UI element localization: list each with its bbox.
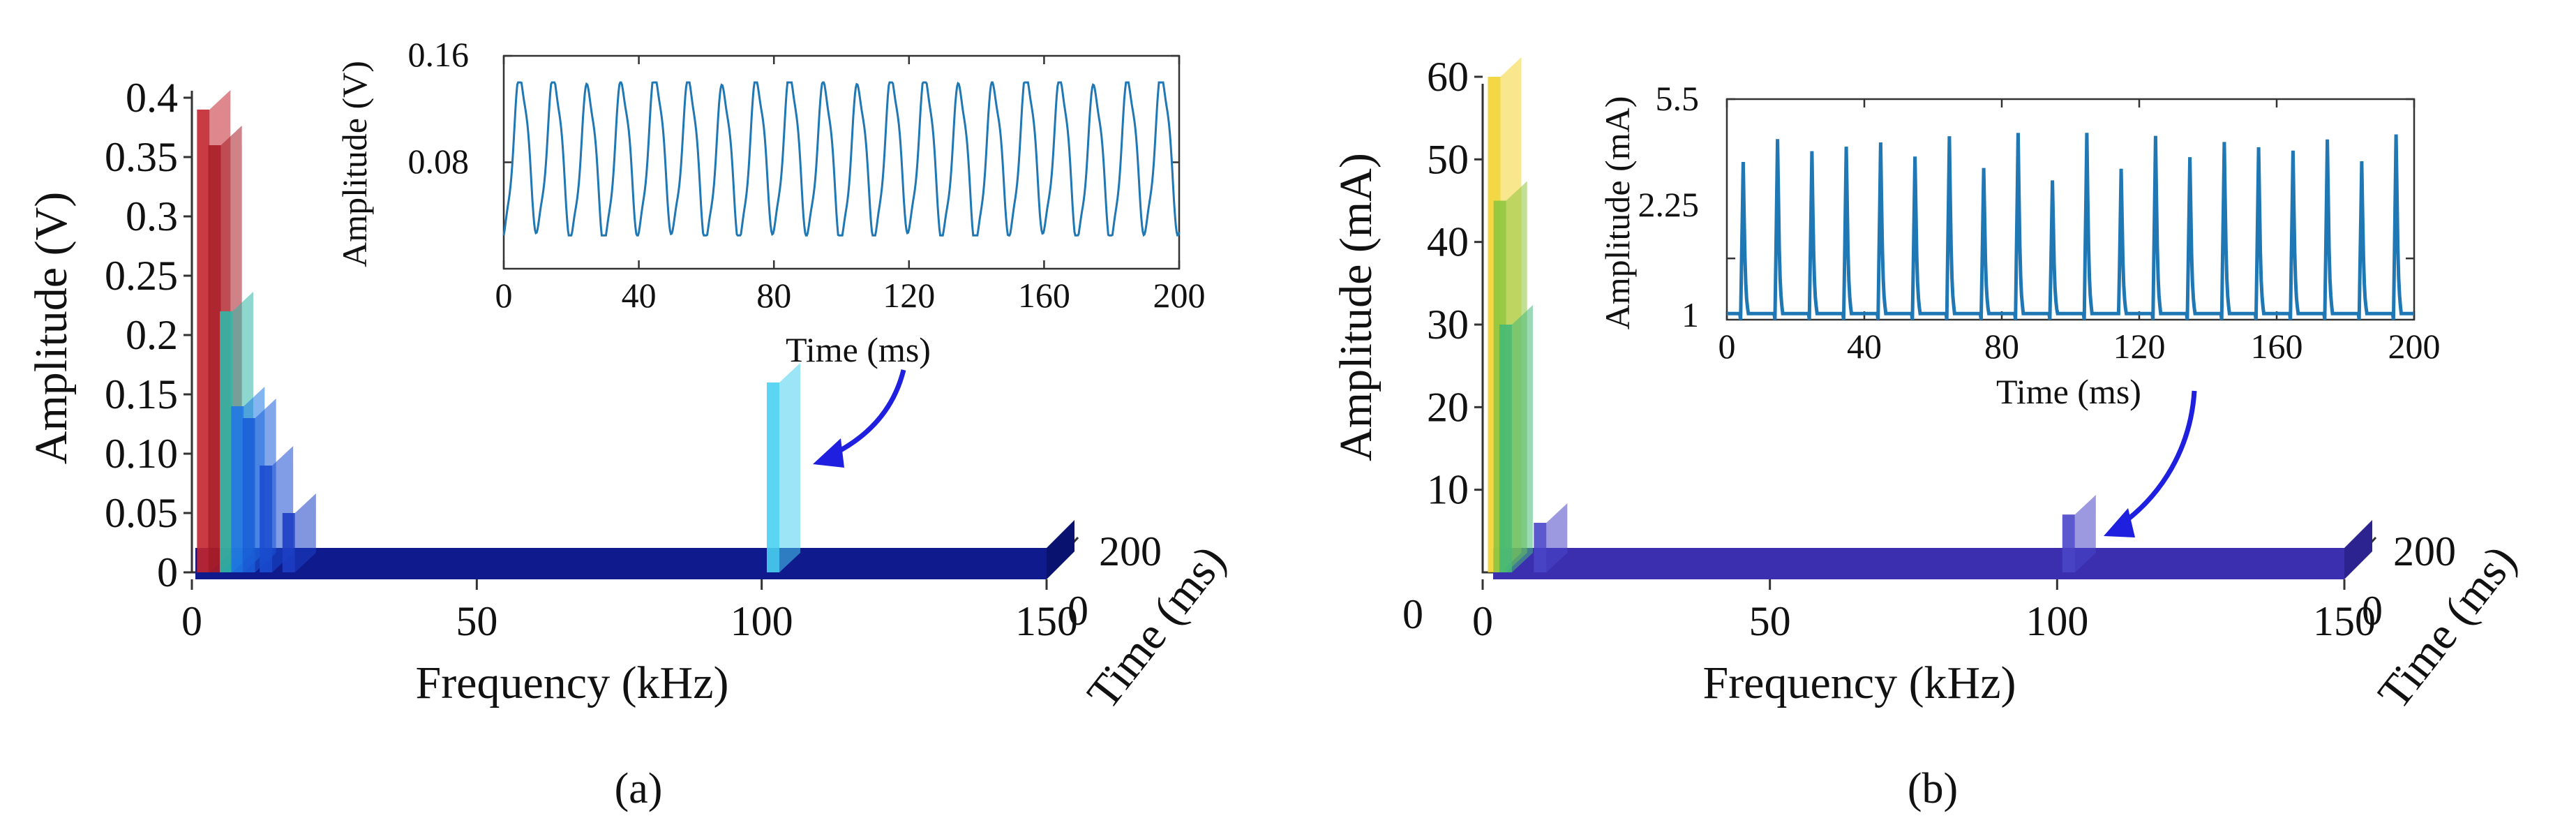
a-main-peak-7 xyxy=(767,382,779,572)
a-main-floor xyxy=(195,548,1047,579)
b-inset-ylabel: Amplitude (mA) xyxy=(1598,96,1637,330)
panel-a-caption: (a) xyxy=(615,765,663,812)
a-main-peak-depth-6 xyxy=(294,493,316,572)
a-inset-xtick-3: 120 xyxy=(883,276,935,315)
b-main-floor-depth xyxy=(2344,520,2372,579)
b-inset-ytick-55: 5.5 xyxy=(1656,79,1700,118)
a-inset: 0.16 0.08 Amplitude (V) Time (ms) 0 40 80 1… xyxy=(335,35,1206,369)
b-inset-frame xyxy=(1725,98,2416,321)
a-main-peaks xyxy=(197,90,800,572)
b-main-xtick-2: 100 xyxy=(2025,598,2088,644)
b-main-ytick-1: 20 xyxy=(1427,384,1469,430)
a-main-ytick-0: 0 xyxy=(157,549,178,595)
a-inset-xlabel: Time (ms) xyxy=(786,330,931,369)
a-inset-ylabel: Amplitude (V) xyxy=(335,61,374,267)
a-main-peak-4 xyxy=(242,418,255,572)
a-main-x-ticks: 0 50 100 150 xyxy=(181,579,1078,644)
b-main-peak-depth-4 xyxy=(2074,495,2096,572)
a-main-xtick-0: 0 xyxy=(181,598,202,644)
a-main-ztick-200: 200 xyxy=(1099,528,1162,574)
a-main-ytick-4: 0.2 xyxy=(126,312,178,358)
a-inset-series-line xyxy=(502,81,1181,237)
b-main-ztick-200: 200 xyxy=(2393,528,2456,574)
b-main-ztick-0: 0 xyxy=(2362,588,2383,634)
a-inset-xtick-4: 160 xyxy=(1018,276,1070,315)
b-main-peak-depth-3 xyxy=(1546,503,1568,572)
b-main-ytick-2: 30 xyxy=(1427,302,1469,348)
a-main-xtick-2: 100 xyxy=(731,598,793,644)
a-inset-ticks xyxy=(502,54,1181,269)
a-inset-xtick-5: 200 xyxy=(1153,276,1206,315)
a-main-ytick-7: 0.35 xyxy=(105,134,178,180)
a-main-peak-5 xyxy=(260,466,273,572)
a-main-peak-1 xyxy=(208,145,221,572)
a-inset-ytick-016: 0.16 xyxy=(408,35,470,74)
b-main-origin-label: 0 xyxy=(1402,591,1423,637)
a-main-xlabel: Frequency (kHz) xyxy=(416,658,729,708)
b-inset-ytick-1: 1 xyxy=(1682,295,1699,334)
a-main-peak-2 xyxy=(220,311,232,572)
b-main-xtick-3: 150 xyxy=(2313,598,2376,644)
b-inset-xlabel: Time (ms) xyxy=(1996,372,2141,411)
a-main-ytick-5: 0.25 xyxy=(105,253,178,299)
a-main-y-ticks: 0 0.05 0.10 0.15 0.2 0.25 0.3 0.35 0.4 xyxy=(105,75,192,595)
b-main-ytick-0: 10 xyxy=(1427,467,1469,513)
b-main-peak-depth-2 xyxy=(1511,305,1533,572)
b-arrow-head xyxy=(2104,508,2135,537)
a-inset-xtick-2: 80 xyxy=(756,276,791,315)
panel-a: 0 0.05 0.10 0.15 0.2 0.25 0.3 0.35 0.4 0 50 100 150… xyxy=(26,35,1236,812)
b-main-xtick-1: 50 xyxy=(1749,598,1791,644)
b-inset-xtick-0: 0 xyxy=(1718,327,1736,366)
b-main-peak-3 xyxy=(1534,523,1547,572)
a-main-peak-3 xyxy=(231,406,244,572)
a-inset-ytick-008: 0.08 xyxy=(408,142,470,181)
b-main-xlabel: Frequency (kHz) xyxy=(1703,658,2016,708)
b-main-floor xyxy=(1493,548,2344,579)
a-main-xtick-3: 150 xyxy=(1015,598,1078,644)
a-main-ytick-8: 0.4 xyxy=(126,75,178,121)
a-inset-xtick-1: 40 xyxy=(622,276,657,315)
b-main-ylabel: Amplitude (mA) xyxy=(1331,153,1381,461)
a-main-ytick-2: 0.10 xyxy=(105,431,178,477)
a-main-ytick-1: 0.05 xyxy=(105,490,178,536)
a-main-floor-depth xyxy=(1047,520,1074,579)
a-main-peak-6 xyxy=(282,513,295,572)
b-main-ytick-3: 40 xyxy=(1427,219,1469,265)
a-inset-xtick-0: 0 xyxy=(495,276,513,315)
a-main-xtick-1: 50 xyxy=(456,598,497,644)
b-inset-xtick-5: 200 xyxy=(2388,327,2441,366)
b-inset-xtick-1: 40 xyxy=(1847,327,1882,366)
a-main-ztick-0: 0 xyxy=(1068,588,1088,634)
b-inset-x-tick-labels: 0 40 80 120 160 200 xyxy=(1718,327,2441,366)
b-inset-xtick-4: 160 xyxy=(2251,327,2303,366)
b-inset: 5.5 2.25 1 Amplitude (mA) Time (ms) 0 40 8… xyxy=(1598,79,2441,411)
b-main-peaks xyxy=(1488,57,2096,572)
b-main-ytick-5: 60 xyxy=(1427,54,1469,100)
b-main-peak-2 xyxy=(1499,325,1512,572)
b-main-xtick-0: 0 xyxy=(1472,598,1493,644)
b-main-y-ticks: 10 20 30 40 50 60 0 xyxy=(1402,54,1483,637)
b-main-x-ticks: 0 50 100 150 xyxy=(1472,579,2376,644)
a-main-ytick-6: 0.3 xyxy=(126,193,178,239)
b-inset-series-line xyxy=(1727,133,2414,320)
b-arrow xyxy=(2116,390,2197,529)
a-inset-frame xyxy=(502,54,1181,270)
b-main-peak-4 xyxy=(2062,514,2075,572)
a-main-ytick-3: 0.15 xyxy=(105,371,178,417)
a-main-ylabel: Amplitude (V) xyxy=(26,192,77,464)
a-inset-x-tick-labels: 0 40 80 120 160 200 xyxy=(495,276,1206,315)
b-inset-ytick-225: 2.25 xyxy=(1638,185,1700,224)
b-main-ytick-4: 50 xyxy=(1427,136,1469,182)
panel-b-caption: (b) xyxy=(1908,765,1958,812)
a-arrow-head xyxy=(813,438,844,468)
b-inset-xtick-3: 120 xyxy=(2113,327,2166,366)
b-inset-xtick-2: 80 xyxy=(1984,327,2019,366)
a-main-peak-0 xyxy=(197,110,210,572)
a-main-peak-depth-7 xyxy=(779,363,800,572)
